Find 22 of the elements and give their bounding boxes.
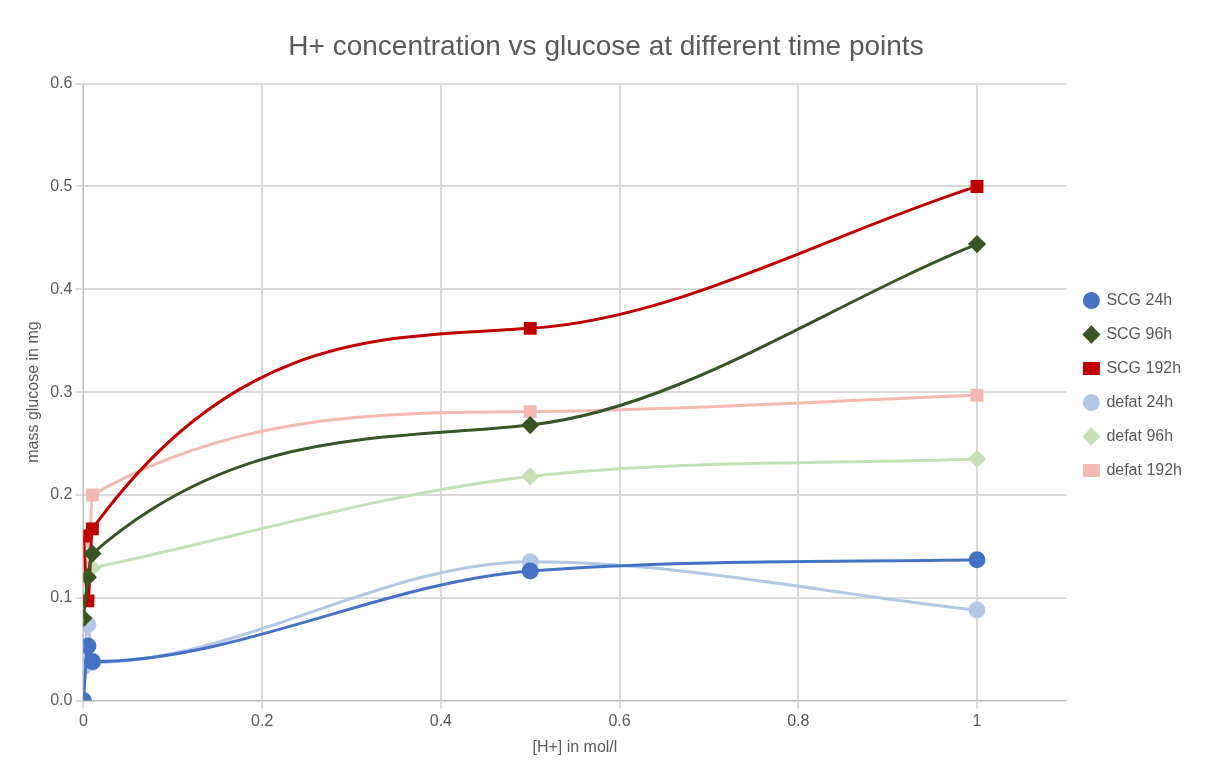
y-tick-label: 0.6: [50, 74, 73, 92]
x-axis-title: [H+] in mol/l: [532, 737, 618, 755]
x-tick-label: 0.6: [608, 711, 631, 729]
legend-label: SCG 96h: [1106, 324, 1173, 342]
legend-label: defat 96h: [1106, 426, 1174, 444]
y-tick-label: 0.2: [50, 485, 73, 503]
legend-label: defat 192h: [1106, 460, 1182, 478]
y-tick-label: 0.0: [50, 691, 73, 709]
y-tick-label: 0.3: [50, 382, 73, 400]
y-tick-label: 0.5: [50, 176, 73, 194]
legend-label: SCG 192h: [1106, 358, 1182, 376]
legend-label: defat 24h: [1106, 392, 1174, 410]
y-tick-label: 0.4: [50, 279, 73, 297]
y-axis-title: mass glucose in mg: [24, 321, 42, 463]
x-tick-label: 0.2: [251, 711, 274, 729]
x-tick-label: 0.8: [787, 711, 810, 729]
x-tick-label: 1: [972, 711, 982, 729]
y-tick-label: 0.1: [50, 588, 73, 606]
x-tick-label: 0.4: [429, 711, 453, 729]
x-tick-label: 0: [78, 711, 88, 729]
legend-label: SCG 24h: [1106, 290, 1173, 308]
chart-title: H+ concentration vs glucose at different time points: [288, 29, 924, 61]
